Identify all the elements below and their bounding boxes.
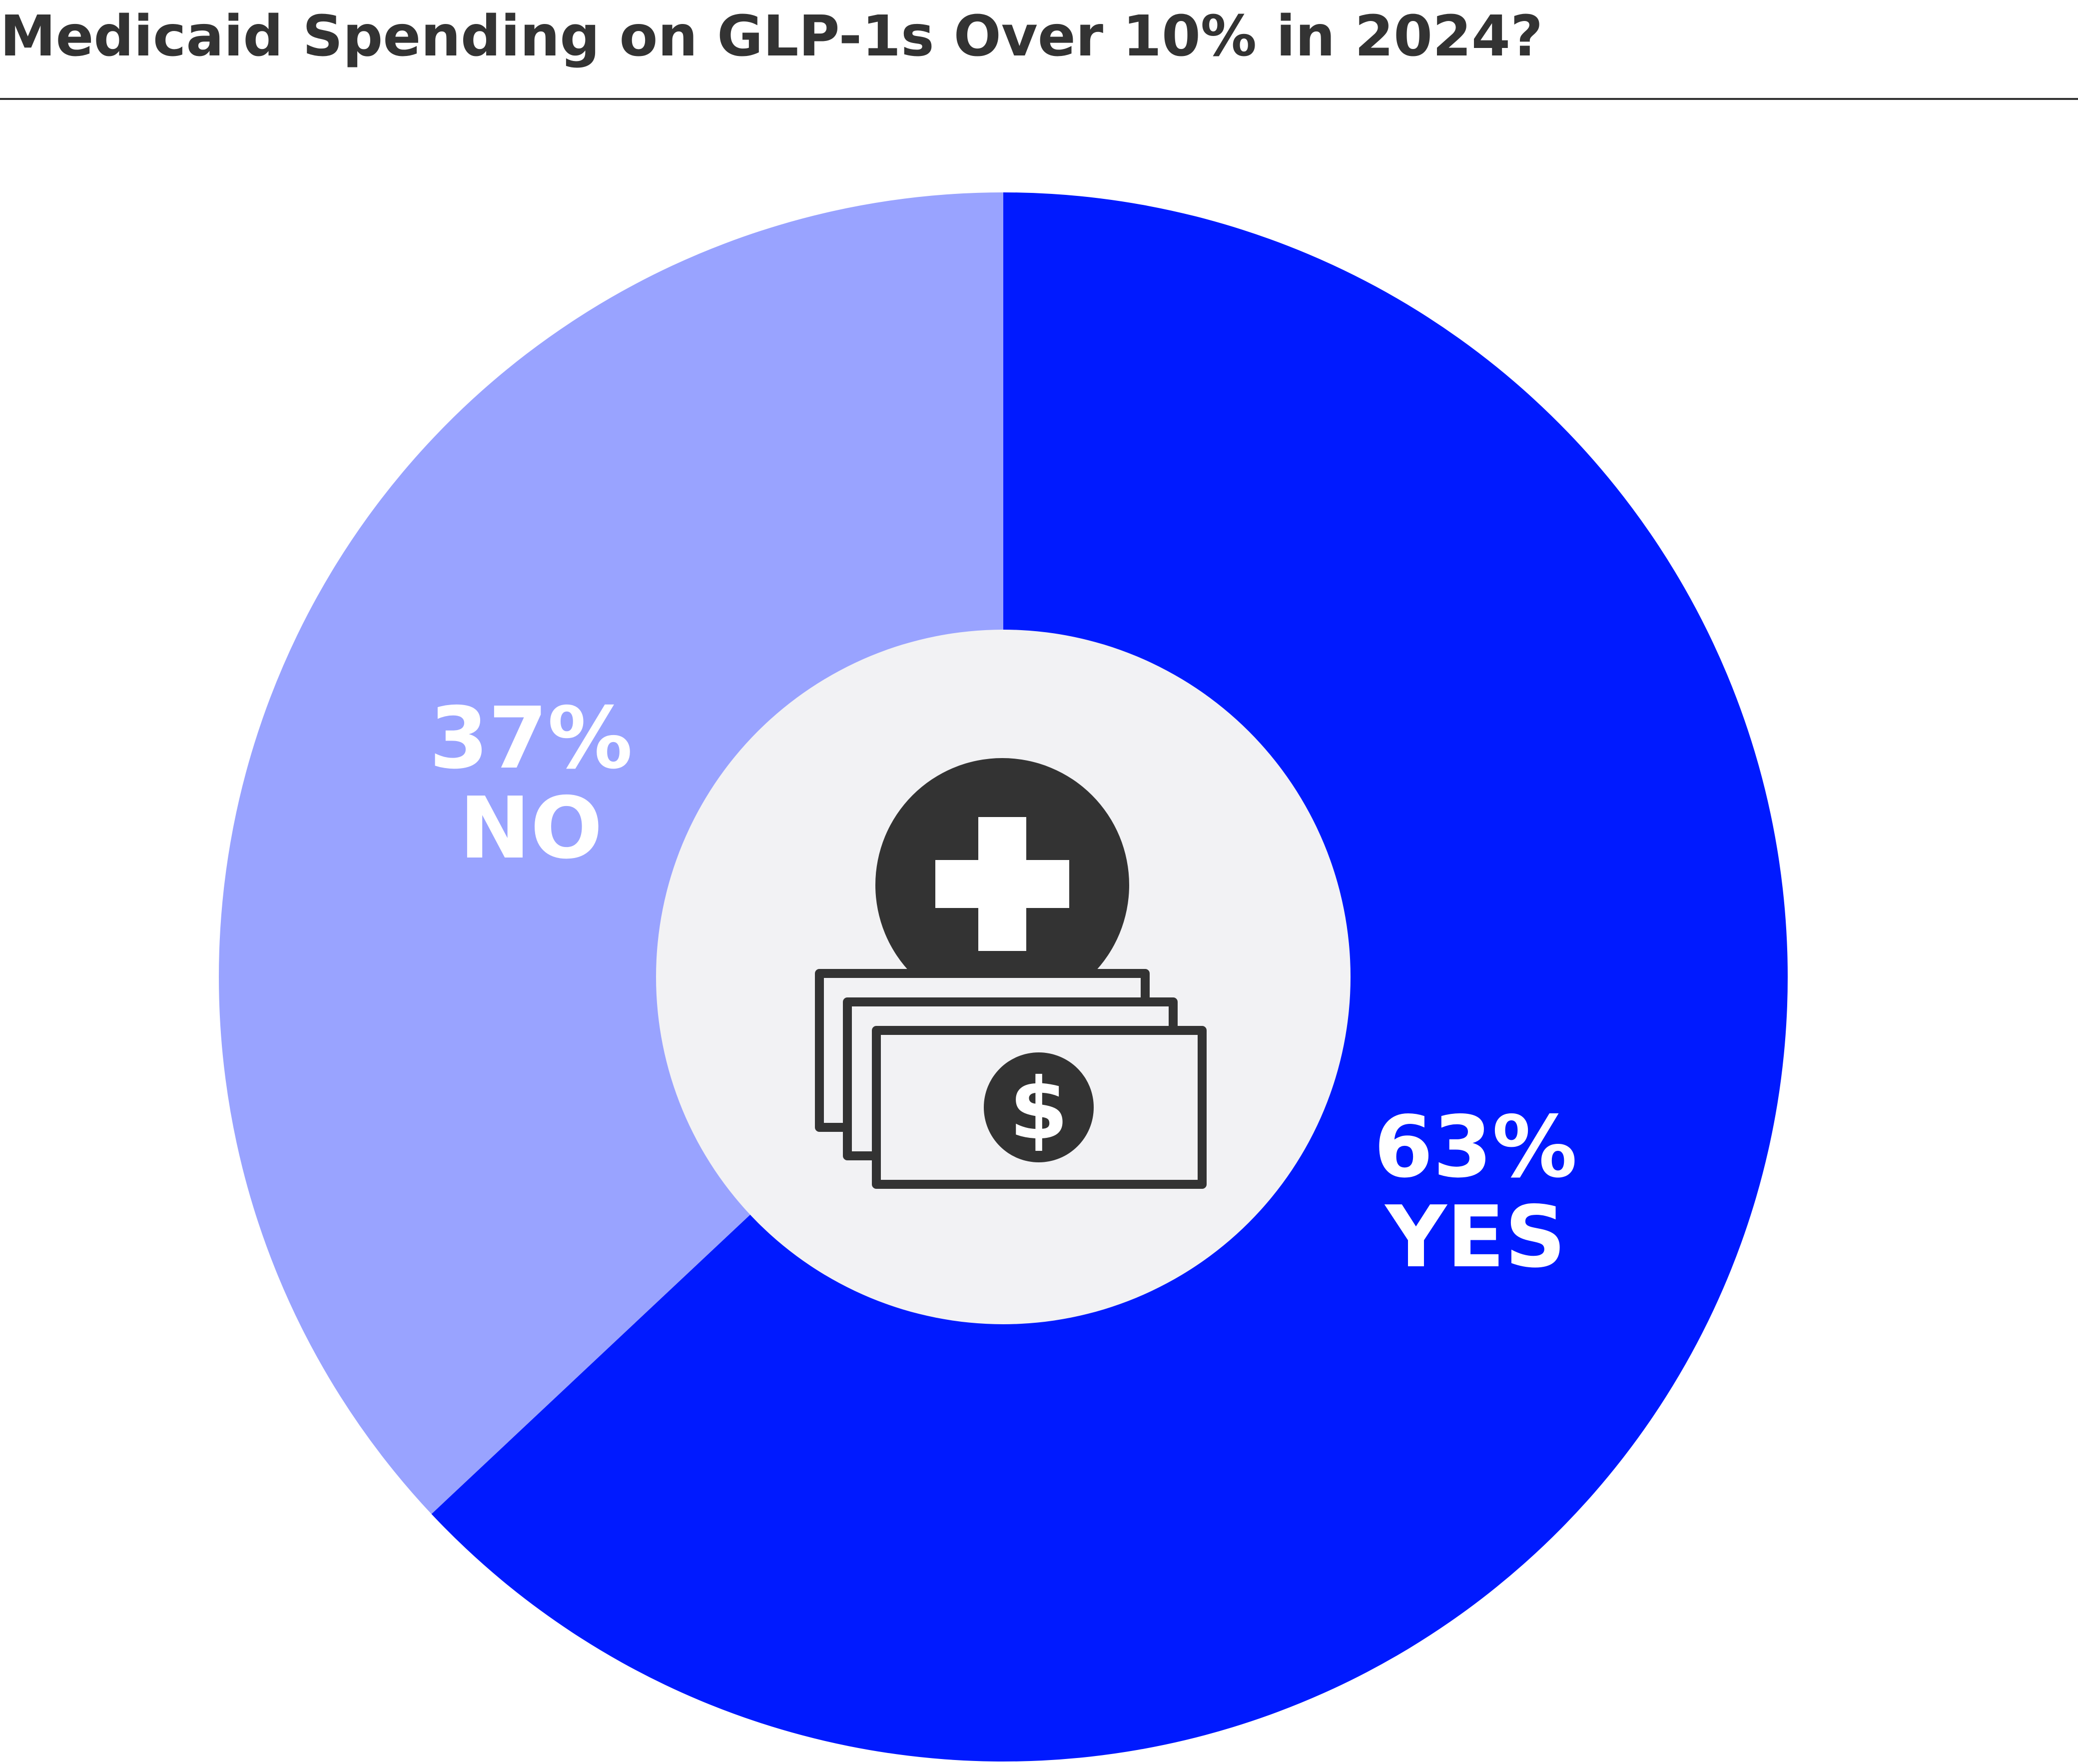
- slice-percent-no: 37%: [429, 689, 633, 788]
- slice-label-no: NO: [459, 779, 603, 878]
- slice-no: [218, 192, 1004, 1514]
- dollar-sign-glyph: $: [1009, 1060, 1068, 1159]
- slice-percent-yes: 63%: [1374, 1098, 1577, 1197]
- page-title: Medicaid Spending on GLP-1s Over 10% in …: [0, 4, 1543, 69]
- dollar-bills-icon: $: [815, 969, 1207, 1189]
- medical-cross-coin-icon: [875, 758, 1129, 1012]
- slice-label-yes: YES: [1384, 1188, 1566, 1287]
- slice-labels: 63%YES 37%NO: [429, 689, 1577, 1287]
- title-divider: [0, 98, 2078, 100]
